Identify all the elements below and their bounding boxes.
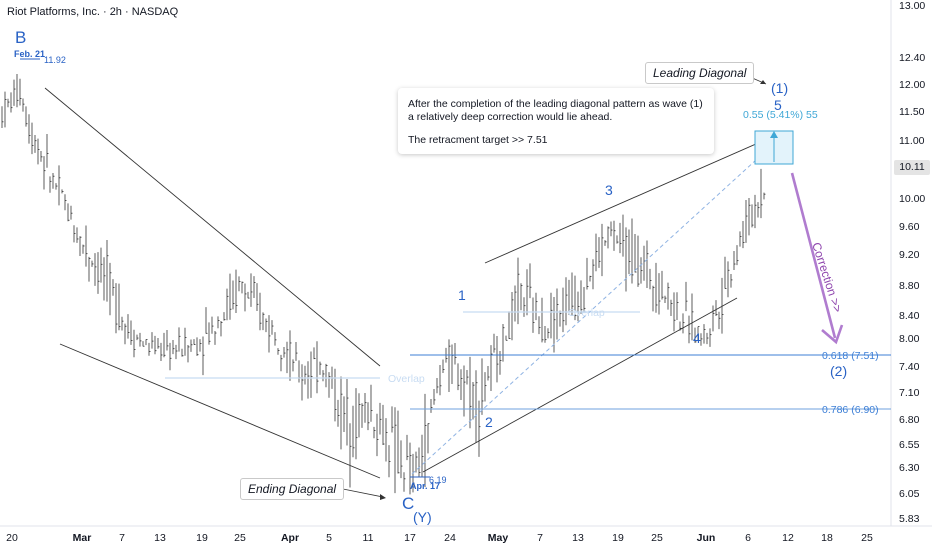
y-tick-label: 6.05 [899, 488, 920, 500]
x-tick-label: 24 [444, 532, 456, 544]
x-tick-label: May [488, 532, 509, 544]
time-axis[interactable]: 20 Mar 7 13 19 25 Apr 5 11 17 24 May 7 13 19 25 Jun 6 12 18… [6, 532, 873, 544]
y-tick-label: 8.40 [899, 310, 920, 322]
x-tick-label: 12 [782, 532, 794, 544]
correction-arrow [790, 172, 837, 339]
x-tick-label: Jun [697, 532, 716, 544]
wave-B: B [15, 28, 26, 47]
y-tick-label: 6.80 [899, 414, 920, 426]
wave-4: 4 [693, 330, 701, 346]
feb21-date: Feb. 21 [14, 49, 45, 59]
note-text-1: After the completion of the leading diag… [408, 98, 703, 123]
feb21-value: 11.92 [44, 55, 66, 65]
ending-diagonal-pointer-head [380, 494, 386, 500]
leading-diagonal-lower [422, 297, 738, 473]
chart-title: Riot Platforms, Inc. · 2h · NASDAQ [7, 6, 179, 18]
y-tick-label: 9.20 [899, 249, 920, 261]
y-tick-label: 9.60 [899, 221, 920, 233]
x-tick-label: Mar [73, 532, 92, 544]
y-tick-label: 5.83 [899, 513, 920, 525]
y-tick-label: 7.10 [899, 387, 920, 399]
ending-diagonal-label[interactable]: Ending Diagonal [240, 478, 345, 500]
x-tick-label: 25 [234, 532, 246, 544]
y-tick-label: 11.50 [899, 106, 925, 118]
leading-diagonal-label[interactable]: Leading Diagonal [645, 62, 755, 84]
y-tick-label: 11.00 [899, 135, 925, 147]
y-tick-label: 12.00 [899, 79, 925, 91]
price-axis[interactable]: 13.0012.4012.0011.5011.0010.5010.009.609… [899, 0, 925, 525]
x-tick-label: 11 [363, 532, 374, 544]
fib-618-label: 0.618 (7.51) [822, 350, 879, 362]
leading-diagonal-upper [484, 139, 766, 264]
note-text-2: The retracment target >> 7.51 [408, 134, 548, 146]
x-tick-label: 13 [572, 532, 584, 544]
wave-Y: (Y) [413, 509, 432, 525]
x-tick-label: 13 [154, 532, 166, 544]
x-tick-label: 18 [821, 532, 833, 544]
wave-2: 2 [485, 414, 493, 430]
candlestick-series [1, 73, 766, 495]
overlap-label-2: Overlap [568, 307, 605, 319]
apr17-value: 6.19 [429, 475, 447, 485]
x-tick-label: 17 [404, 532, 416, 544]
fib-786-label: 0.786 (6.90) [822, 404, 879, 416]
wave-1: 1 [458, 287, 466, 303]
y-tick-label: 13.00 [899, 0, 925, 12]
x-tick-label: 7 [119, 532, 125, 544]
leading-diagonal-pointer-head [760, 80, 766, 84]
measure-label: 0.55 (5.41%) 55 [743, 109, 818, 121]
ending-diagonal-lower [59, 343, 381, 479]
x-tick-label: 5 [326, 532, 332, 544]
wave-C: C [402, 494, 414, 513]
measure-arrowhead [770, 131, 778, 138]
analysis-note[interactable]: After the completion of the leading diag… [398, 88, 714, 154]
y-tick-label: 10.00 [899, 193, 925, 205]
ending-diagonal-upper [44, 87, 381, 367]
x-tick-label: 25 [861, 532, 873, 544]
wave-(1): (1) [771, 80, 788, 96]
y-tick-label: 12.40 [899, 52, 925, 64]
y-tick-label: 8.80 [899, 280, 920, 292]
current-price-tag: 10.11 [894, 160, 930, 175]
x-tick-label: 19 [196, 532, 208, 544]
ending-diagonal-pointer [337, 487, 384, 498]
x-tick-label: 6 [745, 532, 751, 544]
wave-connector-dashed [411, 159, 757, 475]
apr17-date: Apr. 17 [410, 481, 440, 491]
correction-arrowhead [821, 324, 844, 345]
x-tick-label: 19 [612, 532, 624, 544]
x-tick-label: 20 [6, 532, 18, 544]
wave-(2): (2) [830, 363, 847, 379]
overlap-label-1: Overlap [388, 373, 425, 385]
x-tick-label: 7 [537, 532, 543, 544]
x-tick-label: Apr [281, 532, 299, 544]
y-tick-label: 8.00 [899, 333, 920, 345]
wave-5: 5 [774, 97, 782, 113]
y-tick-label: 6.55 [899, 439, 920, 451]
y-tick-label: 6.30 [899, 462, 920, 474]
wave-3: 3 [605, 182, 613, 198]
y-tick-label: 7.40 [899, 361, 920, 373]
x-tick-label: 25 [651, 532, 663, 544]
